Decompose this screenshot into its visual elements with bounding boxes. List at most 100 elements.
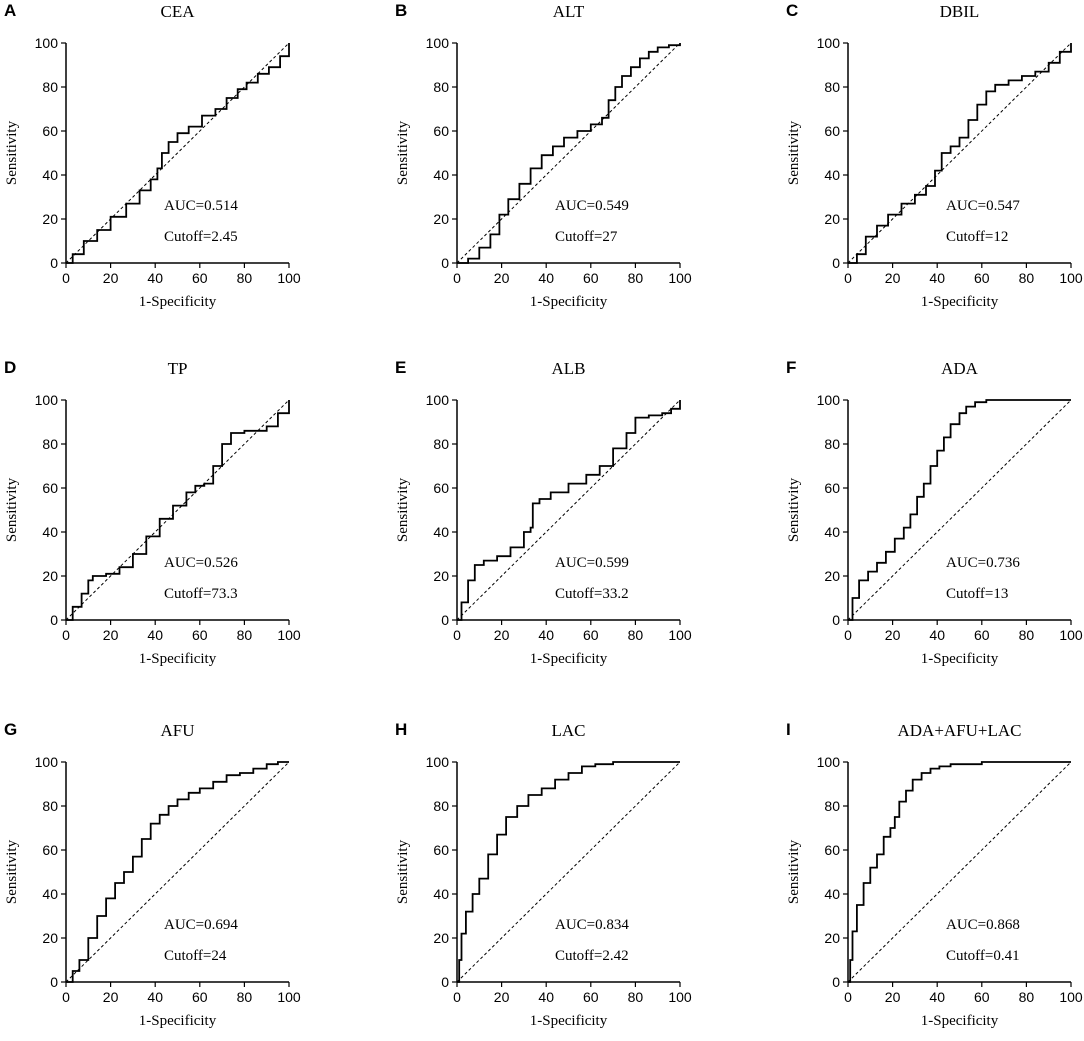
x-tick-label: 100 bbox=[277, 989, 301, 1005]
x-tick-label: 80 bbox=[628, 989, 644, 1005]
x-axis-label: 1-Specificity bbox=[921, 651, 999, 667]
y-tick-label: 80 bbox=[824, 798, 840, 814]
x-tick-label: 20 bbox=[494, 270, 510, 286]
x-axis-label: 1-Specificity bbox=[139, 1013, 217, 1029]
panel-letter: A bbox=[4, 1, 16, 20]
y-tick-label: 40 bbox=[824, 886, 840, 902]
x-tick-label: 20 bbox=[494, 627, 510, 643]
y-tick-label: 20 bbox=[824, 930, 840, 946]
roc-curve bbox=[66, 761, 289, 983]
x-axis-label: 1-Specificity bbox=[921, 294, 999, 310]
y-tick-label: 80 bbox=[433, 79, 449, 95]
y-axis-label: Sensitivity bbox=[395, 839, 411, 904]
cutoff-annotation: Cutoff=27 bbox=[555, 229, 618, 245]
x-tick-label: 20 bbox=[103, 270, 119, 286]
cutoff-annotation: Cutoff=24 bbox=[164, 948, 227, 964]
y-tick-label: 20 bbox=[824, 568, 840, 584]
panel-letter: B bbox=[395, 1, 407, 20]
auc-annotation: AUC=0.526 bbox=[164, 555, 238, 571]
y-tick-label: 80 bbox=[433, 436, 449, 452]
y-tick-label: 60 bbox=[433, 480, 449, 496]
x-tick-label: 100 bbox=[1059, 989, 1083, 1005]
x-tick-label: 20 bbox=[885, 627, 901, 643]
y-tick-label: 60 bbox=[42, 480, 58, 496]
x-axis-label: 1-Specificity bbox=[139, 294, 217, 310]
y-tick-label: 80 bbox=[433, 798, 449, 814]
y-tick-label: 80 bbox=[42, 798, 58, 814]
x-tick-label: 60 bbox=[974, 989, 990, 1005]
x-tick-label: 40 bbox=[929, 270, 945, 286]
x-tick-label: 80 bbox=[237, 989, 253, 1005]
x-tick-label: 20 bbox=[103, 989, 119, 1005]
roc-curve bbox=[66, 43, 290, 264]
reference-line bbox=[65, 399, 290, 621]
panel-letter: F bbox=[786, 358, 796, 377]
auc-annotation: AUC=0.549 bbox=[555, 198, 629, 214]
y-tick-label: 20 bbox=[433, 211, 449, 227]
y-tick-label: 40 bbox=[42, 886, 58, 902]
reference-line bbox=[456, 42, 681, 264]
y-axis-label: Sensitivity bbox=[4, 120, 20, 185]
y-tick-label: 20 bbox=[42, 568, 58, 584]
x-tick-label: 80 bbox=[1019, 989, 1035, 1005]
x-tick-label: 0 bbox=[844, 989, 852, 1005]
y-axis-label: Sensitivity bbox=[786, 477, 802, 542]
chart-title: LAC bbox=[552, 721, 586, 740]
y-axis-label: Sensitivity bbox=[4, 477, 20, 542]
panel-d: D TP 0 20 40 60 80 100 0 20 40 60 80 100 1-Specificity… bbox=[4, 358, 301, 667]
y-tick-label: 0 bbox=[441, 974, 449, 990]
y-tick-label: 100 bbox=[817, 392, 841, 408]
auc-annotation: AUC=0.868 bbox=[946, 917, 1020, 933]
x-tick-label: 60 bbox=[974, 270, 990, 286]
cutoff-annotation: Cutoff=33.2 bbox=[555, 586, 629, 602]
panel-c: C DBIL 0 20 40 60 80 100 0 20 40 60 80 100 1-Specifici… bbox=[786, 1, 1083, 310]
x-tick-label: 0 bbox=[453, 989, 461, 1005]
chart-title: CEA bbox=[161, 2, 196, 21]
x-tick-label: 0 bbox=[453, 270, 461, 286]
x-tick-label: 60 bbox=[192, 270, 208, 286]
panel-b: B ALT 0 20 40 60 80 100 0 20 40 60 80 100 1-Specificit… bbox=[395, 1, 692, 310]
x-tick-label: 60 bbox=[583, 270, 599, 286]
x-tick-label: 60 bbox=[192, 627, 208, 643]
cutoff-annotation: Cutoff=0.41 bbox=[946, 948, 1020, 964]
panel-letter: H bbox=[395, 720, 407, 739]
x-tick-label: 0 bbox=[62, 989, 70, 1005]
x-axis-label: 1-Specificity bbox=[530, 651, 608, 667]
x-tick-label: 60 bbox=[974, 627, 990, 643]
y-tick-label: 60 bbox=[824, 123, 840, 139]
y-tick-label: 80 bbox=[824, 436, 840, 452]
auc-annotation: AUC=0.599 bbox=[555, 555, 629, 571]
x-tick-label: 80 bbox=[1019, 270, 1035, 286]
panel-f: F ADA 0 20 40 60 80 100 0 20 40 60 80 100 1-Specificit… bbox=[786, 358, 1083, 667]
y-tick-label: 40 bbox=[824, 167, 840, 183]
x-tick-label: 40 bbox=[538, 627, 554, 643]
y-tick-label: 0 bbox=[832, 612, 840, 628]
chart-title: ADA bbox=[941, 359, 979, 378]
x-tick-label: 80 bbox=[628, 270, 644, 286]
x-tick-label: 20 bbox=[103, 627, 119, 643]
y-axis-label: Sensitivity bbox=[786, 839, 802, 904]
x-axis-label: 1-Specificity bbox=[139, 651, 217, 667]
x-tick-label: 40 bbox=[538, 270, 554, 286]
auc-annotation: AUC=0.694 bbox=[164, 917, 238, 933]
y-tick-label: 60 bbox=[824, 842, 840, 858]
chart-title: AFU bbox=[160, 721, 194, 740]
auc-annotation: AUC=0.514 bbox=[164, 198, 238, 214]
x-tick-label: 0 bbox=[844, 270, 852, 286]
y-tick-label: 60 bbox=[433, 123, 449, 139]
x-tick-label: 0 bbox=[844, 627, 852, 643]
roc-curve bbox=[457, 400, 681, 621]
y-tick-label: 80 bbox=[42, 79, 58, 95]
reference-line bbox=[847, 761, 1072, 983]
x-tick-label: 80 bbox=[628, 627, 644, 643]
x-tick-label: 20 bbox=[885, 270, 901, 286]
x-tick-label: 60 bbox=[583, 989, 599, 1005]
x-axis-label: 1-Specificity bbox=[530, 1013, 608, 1029]
y-tick-label: 40 bbox=[42, 524, 58, 540]
panel-e: E ALB 0 20 40 60 80 100 0 20 40 60 80 100 1-Specificit… bbox=[395, 358, 692, 667]
y-tick-label: 20 bbox=[824, 211, 840, 227]
y-tick-label: 0 bbox=[50, 974, 58, 990]
y-tick-label: 100 bbox=[35, 35, 59, 51]
x-tick-label: 100 bbox=[668, 989, 692, 1005]
y-tick-label: 40 bbox=[824, 524, 840, 540]
